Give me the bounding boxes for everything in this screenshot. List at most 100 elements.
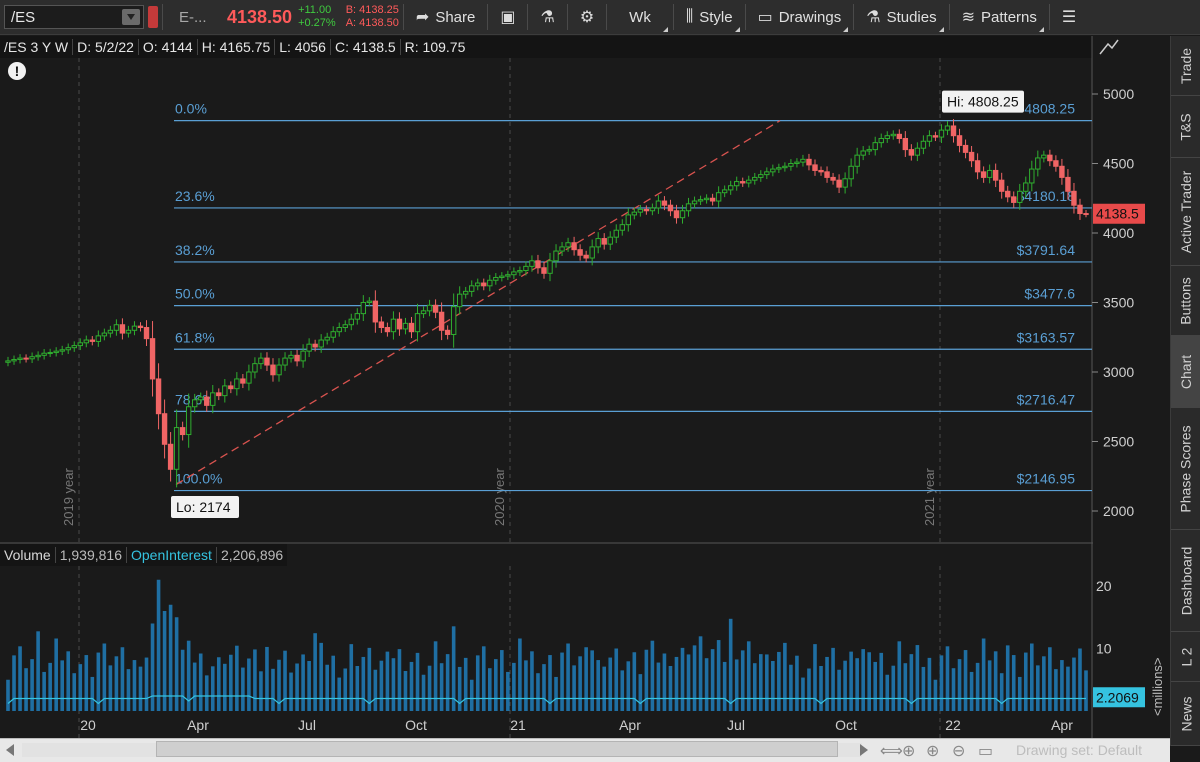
fib-level-percent: 23.6% — [175, 188, 215, 204]
tab-buttons[interactable]: Buttons — [1171, 266, 1200, 336]
volume-bar — [271, 668, 275, 711]
pan-icon[interactable]: ⟺ — [880, 743, 903, 760]
volume-bar — [385, 651, 390, 711]
candle-body — [1011, 196, 1017, 203]
tab-phase-scores[interactable]: Phase Scores — [1171, 408, 1200, 530]
candle-body — [324, 336, 330, 341]
flag-icon[interactable] — [148, 6, 158, 28]
crosshair-icon[interactable]: ⊕ — [902, 743, 916, 760]
price-pane — [0, 58, 1092, 542]
volume-bar — [494, 659, 498, 711]
candle-body — [902, 137, 909, 151]
timeframe-button[interactable]: Wk — [611, 0, 669, 35]
tab-trade[interactable]: Trade — [1171, 36, 1200, 96]
style-button[interactable]: ⫼ Style — [678, 0, 741, 35]
trend-line — [175, 120, 781, 486]
candle-body — [487, 279, 493, 287]
lab-button[interactable]: ⚗ — [532, 0, 562, 35]
candle-body — [450, 306, 457, 335]
candle-body — [270, 364, 276, 376]
candle-body — [1023, 182, 1029, 192]
volume-bar — [765, 654, 769, 711]
tab-active-trader[interactable]: Active Trader — [1171, 158, 1200, 266]
volume-bar — [241, 667, 245, 711]
volume-bar — [277, 659, 281, 711]
candle-body — [956, 135, 963, 146]
candle-body — [1035, 157, 1041, 170]
volume-bar — [939, 655, 944, 711]
volume-bar — [572, 665, 576, 711]
candle-body — [655, 200, 662, 209]
volume-bar — [668, 666, 673, 711]
y-axis-label: 4000 — [1103, 225, 1134, 241]
volume-bar — [825, 656, 829, 711]
candle-body — [884, 135, 890, 139]
toolbar-divider — [606, 4, 608, 30]
volume-bar — [752, 663, 757, 711]
symbol-text: /ES — [11, 8, 36, 26]
volume-bar — [439, 663, 444, 711]
info-open: O: 4144 — [139, 39, 198, 55]
zoom-out-icon[interactable]: ⊖ — [952, 743, 966, 760]
candle-body — [715, 192, 722, 202]
chevron-down-icon[interactable] — [122, 9, 140, 25]
volume-bar — [602, 666, 607, 711]
zoom-in-icon[interactable]: ⊕ — [926, 743, 940, 760]
drawings-button[interactable]: ▭ Drawings — [750, 0, 850, 35]
reset-view-icon[interactable]: ▭ — [978, 743, 994, 760]
patterns-button[interactable]: ≋ Patterns — [954, 0, 1045, 35]
candle-body — [5, 360, 11, 363]
horizontal-scrollbar[interactable]: ⟺ ⊕ ⊕ ⊖ ▭ Drawing set: Default — [0, 738, 1170, 762]
year-marker-label: 2019 year — [61, 468, 76, 526]
tab-chart[interactable]: Chart — [1171, 336, 1200, 408]
candle-body — [65, 347, 71, 351]
volume-bar — [722, 661, 727, 711]
candle-body — [17, 357, 23, 360]
candle-body — [143, 327, 150, 340]
settings-button[interactable]: ⚙ — [572, 0, 602, 35]
candle-body — [890, 133, 896, 137]
current-price-tag — [1093, 203, 1145, 224]
candle-body — [962, 144, 969, 153]
snapshot-button[interactable]: ▣ — [492, 0, 523, 35]
candle-body — [1041, 154, 1047, 159]
candle-body — [89, 339, 96, 342]
candle-body — [462, 290, 469, 295]
candle-body — [499, 275, 505, 278]
studies-button[interactable]: ⚗ Studies — [858, 0, 944, 35]
share-button[interactable]: ➦ Share — [408, 0, 483, 35]
candle-body — [113, 324, 120, 331]
scroll-thumb[interactable] — [156, 741, 838, 757]
candle-body — [565, 242, 571, 248]
candle-body — [354, 313, 360, 320]
menu-button[interactable]: ☰ — [1054, 0, 1084, 35]
tab-news[interactable]: News — [1171, 682, 1200, 746]
tab-l-2[interactable]: L 2 — [1171, 632, 1200, 682]
volume-bar — [807, 668, 811, 711]
volume-bar — [42, 671, 46, 711]
candle-body — [95, 335, 102, 342]
candle-body — [631, 211, 638, 216]
volume-bar — [1023, 652, 1028, 711]
alert-exclamation-icon[interactable]: ! — [8, 62, 26, 80]
tab-label: Phase Scores — [1178, 424, 1195, 513]
fib-level-price: $3791.64 — [1017, 242, 1076, 258]
volume-bar — [837, 669, 841, 711]
drawing-set-label[interactable]: Drawing set: Default — [1016, 742, 1143, 758]
volume-bar — [758, 654, 763, 711]
scroll-right-icon[interactable] — [860, 744, 868, 756]
tab-dashboard[interactable]: Dashboard — [1171, 530, 1200, 632]
scroll-left-icon[interactable] — [6, 744, 14, 756]
volume-bar — [927, 657, 932, 711]
volume-bar — [78, 664, 83, 711]
candle-body — [167, 443, 174, 470]
x-axis-label: Apr — [1051, 717, 1073, 733]
tab-t-s[interactable]: T&S — [1171, 96, 1200, 158]
price-chart[interactable]: 2019 year 2020 year 2021 year 2000 2500 3000 3… — [0, 36, 1170, 738]
x-axis-label: 20 — [80, 717, 96, 733]
volume-bar — [259, 671, 263, 711]
candle-body — [643, 208, 650, 212]
symbol-selector[interactable]: /ES — [4, 5, 144, 29]
volume-bar — [1048, 647, 1052, 711]
share-label: Share — [435, 8, 476, 26]
